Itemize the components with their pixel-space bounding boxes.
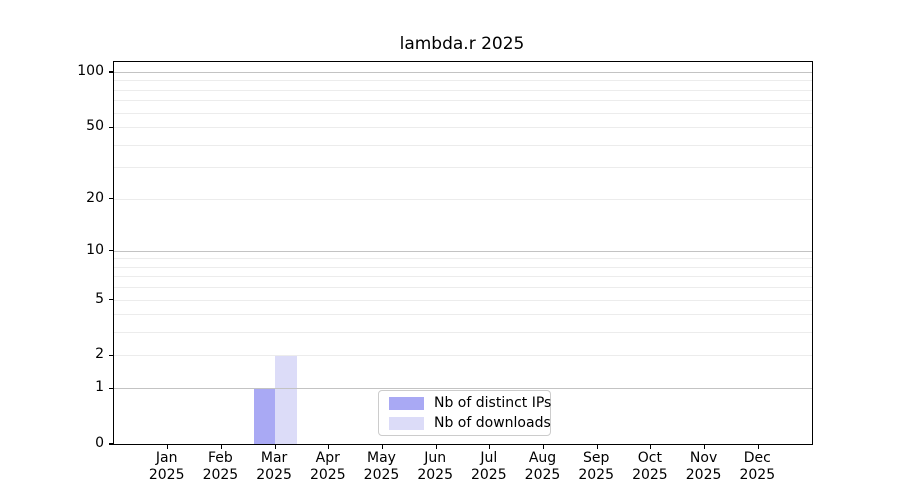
x-tick-label: Jul 2025: [470, 450, 507, 483]
x-axis-tick: [757, 445, 759, 449]
y-axis-tick: [109, 126, 113, 128]
x-tick-label: Nov 2025: [685, 450, 722, 483]
x-tick-label: Jan 2025: [148, 450, 185, 483]
gridline-major: [114, 250, 812, 252]
x-axis-tick: [542, 445, 545, 449]
x-axis-tick: [328, 445, 330, 449]
x-tick-label: Dec 2025: [739, 450, 776, 483]
x-axis-tick: [704, 445, 706, 449]
x-axis-tick: [650, 445, 652, 449]
gridline-minor: [114, 89, 812, 91]
x-tick-label: Aug 2025: [524, 450, 561, 483]
y-axis-tick: [109, 250, 113, 252]
y-tick-label: 100: [77, 63, 104, 79]
gridline-minor: [114, 314, 812, 316]
gridline-major: [114, 72, 812, 73]
y-axis-tick: [109, 299, 113, 301]
x-tick-label: May 2025: [363, 450, 400, 483]
legend-item-downloads: Nb of downloads: [379, 415, 551, 431]
x-axis-tick: [167, 445, 169, 449]
y-tick-label: 20: [86, 189, 104, 206]
gridline-minor: [114, 198, 812, 200]
y-axis-tick: [109, 71, 113, 73]
y-tick-label: 2: [95, 346, 104, 363]
x-tick-label: Oct 2025: [632, 450, 668, 483]
x-tick-label: Feb 2025: [202, 450, 239, 483]
gridline-major: [114, 388, 812, 390]
legend-label-downloads: Nb of downloads: [434, 415, 551, 431]
x-tick-label: Sep 2025: [578, 450, 614, 483]
plot-area: [109, 61, 813, 449]
y-axis-tick: [109, 198, 113, 200]
gridline-minor: [114, 127, 812, 129]
x-axis-tick: [274, 445, 276, 449]
gridline-minor: [114, 287, 812, 289]
x-tick-label: Mar 2025: [256, 450, 292, 483]
gridline-minor: [114, 332, 812, 334]
gridline-minor: [114, 355, 812, 357]
gridline-minor: [114, 100, 812, 102]
x-axis-tick: [489, 445, 491, 449]
bar-nb-of-distinct-ips: [253, 388, 276, 444]
gridline-minor: [114, 266, 812, 268]
legend-swatch-distinct-ips: [389, 396, 424, 410]
legend-item-distinct-ips: Nb of distinct IPs: [379, 395, 552, 411]
legend-swatch-downloads: [389, 416, 424, 430]
bar-nb-of-downloads: [275, 355, 297, 444]
y-tick-label: 0: [95, 435, 104, 451]
legend-label-distinct-ips: Nb of distinct IPs: [434, 395, 552, 411]
y-axis-tick: [109, 443, 113, 445]
x-axis-tick: [381, 445, 384, 449]
gridline-minor: [114, 80, 812, 82]
x-tick-label: Jun 2025: [417, 450, 453, 483]
chart-title: lambda.r 2025: [399, 34, 525, 54]
x-axis-tick: [435, 445, 437, 449]
y-tick-label: 50: [86, 118, 104, 135]
legend: Nb of distinct IPs Nb of downloads: [378, 390, 551, 436]
y-axis-tick: [109, 354, 113, 356]
y-axis-tick: [109, 387, 113, 389]
gridline-minor: [114, 276, 812, 278]
y-tick-label: 1: [95, 379, 104, 396]
gridline-minor: [114, 144, 812, 146]
x-axis-tick: [220, 445, 222, 449]
y-tick-label: 10: [86, 241, 104, 258]
gridline-minor: [114, 299, 812, 301]
y-tick-label: 5: [95, 290, 104, 307]
gridline-minor: [114, 167, 812, 169]
x-axis-tick: [596, 445, 598, 449]
gridline-minor: [114, 258, 812, 260]
x-tick-label: Apr 2025: [309, 450, 346, 483]
gridline-minor: [114, 112, 812, 114]
